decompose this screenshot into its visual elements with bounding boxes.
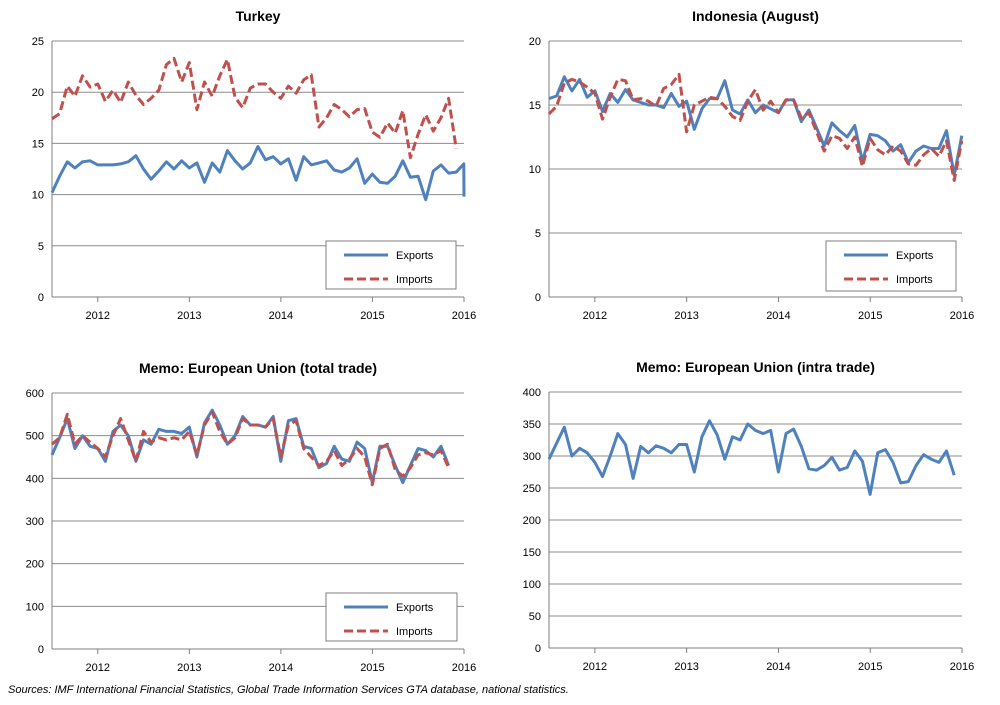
- x-tick-label: 2012: [583, 310, 607, 322]
- y-tick-label: 50: [529, 611, 541, 623]
- legend-label: Imports: [896, 274, 933, 286]
- y-tick-label: 100: [523, 579, 541, 591]
- x-tick-label: 2014: [269, 662, 293, 674]
- panel-turkey: Turkey 0 5 10 15 20 25 2012 2013 2014 2015 2016 Expo…: [32, 8, 476, 322]
- x-tick-label: 2013: [177, 310, 201, 322]
- x-tick-label: 2012: [86, 310, 110, 322]
- x-tick-label: 2013: [177, 662, 201, 674]
- y-tick-label: 10: [529, 164, 541, 176]
- y-tick-label: 300: [26, 516, 44, 528]
- series-line-imports: [51, 410, 450, 487]
- y-tick-label: 20: [529, 36, 541, 48]
- y-tick-label: 250: [523, 483, 541, 495]
- legend-box: [325, 592, 458, 642]
- x-tick-label: 2013: [674, 661, 698, 673]
- legend-box: [325, 240, 457, 290]
- x-tick-label: 2016: [452, 310, 476, 322]
- x-tick-label: 2015: [858, 661, 882, 673]
- y-tick-label: 200: [26, 559, 44, 571]
- series-line-exports: [50, 408, 450, 485]
- chart-title: Indonesia (August): [692, 8, 819, 24]
- x-tick-label: 2015: [360, 310, 384, 322]
- legend-label: Exports: [396, 250, 434, 262]
- y-tick-label: 5: [535, 228, 541, 240]
- x-tick-label: 2016: [950, 661, 974, 673]
- panel-eu-intra-trade: Memo: European Union (intra trade) 0 50 100…: [523, 359, 975, 673]
- legend-label: Imports: [396, 274, 433, 286]
- x-tick-label: 2012: [86, 662, 110, 674]
- y-tick-label: 300: [523, 451, 541, 463]
- y-tick-label: 15: [529, 100, 541, 112]
- chart-title: Memo: European Union (intra trade): [636, 359, 875, 375]
- series-line-exports: [50, 145, 466, 202]
- x-tick-label: 2014: [766, 661, 790, 673]
- y-tick-label: 20: [32, 87, 44, 99]
- y-tick-label: 150: [523, 547, 541, 559]
- panel-indonesia: Indonesia (August) 0 5 10 15 20 2012 2013 2014 20…: [529, 8, 974, 322]
- chart-title: Memo: European Union (total trade): [139, 360, 377, 376]
- x-tick-label: 2016: [950, 310, 974, 322]
- legend-label: Exports: [896, 250, 934, 262]
- series-line-exports: [548, 75, 964, 177]
- y-tick-label: 5: [38, 241, 44, 253]
- y-tick-label: 0: [38, 292, 44, 304]
- x-tick-label: 2013: [674, 310, 698, 322]
- y-tick-label: 0: [38, 644, 44, 656]
- y-tick-label: 0: [535, 292, 541, 304]
- y-tick-label: 15: [32, 138, 44, 150]
- series-line-imports: [547, 72, 964, 182]
- y-tick-label: 400: [523, 387, 541, 399]
- x-tick-label: 2014: [766, 310, 790, 322]
- x-tick-label: 2015: [360, 662, 384, 674]
- chart-title: Turkey: [236, 8, 281, 24]
- y-tick-label: 350: [523, 419, 541, 431]
- y-tick-label: 10: [32, 190, 44, 202]
- y-tick-label: 500: [26, 431, 44, 443]
- y-tick-label: 200: [523, 515, 541, 527]
- y-tick-label: 100: [26, 601, 44, 613]
- legend-label: Exports: [396, 602, 434, 614]
- y-tick-label: 0: [535, 643, 541, 655]
- legend-label: Imports: [396, 626, 433, 638]
- series-line-imports: [51, 56, 458, 160]
- panel-eu-total-trade: Memo: European Union (total trade) 0 100 20…: [26, 360, 477, 674]
- source-note: Sources: IMF International Financial Sta…: [8, 684, 569, 696]
- legend-box: [825, 240, 957, 292]
- x-tick-label: 2015: [858, 310, 882, 322]
- x-tick-label: 2012: [583, 661, 607, 673]
- series-line-total: [547, 419, 956, 496]
- x-tick-label: 2014: [269, 310, 293, 322]
- x-tick-label: 2016: [452, 662, 476, 674]
- y-tick-label: 400: [26, 473, 44, 485]
- y-tick-label: 25: [32, 36, 44, 48]
- y-tick-label: 600: [26, 388, 44, 400]
